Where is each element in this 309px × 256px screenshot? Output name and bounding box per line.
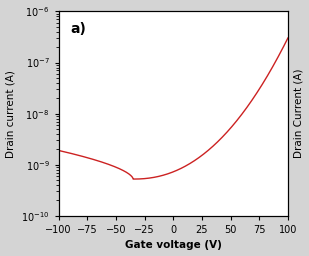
Y-axis label: Drain Current (A): Drain Current (A) (294, 69, 303, 158)
Y-axis label: Drain current (A): Drain current (A) (6, 70, 15, 158)
X-axis label: Gate voltage (V): Gate voltage (V) (125, 240, 222, 250)
Text: a): a) (70, 22, 86, 36)
